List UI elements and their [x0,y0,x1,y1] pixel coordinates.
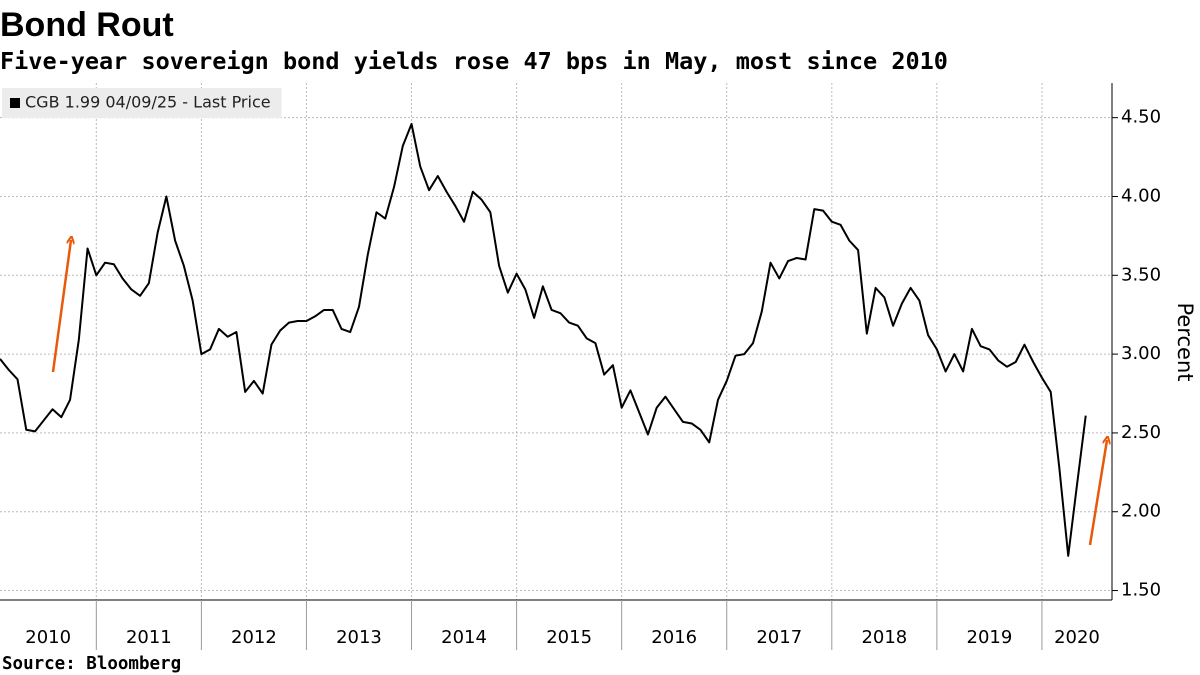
data-line [0,122,1087,557]
legend-label: CGB 1.99 04/09/25 - Last Price [25,93,271,112]
source-note: Source: Bloomberg [2,654,181,674]
chart-subtitle: Five-year sovereign bond yields rose 47 … [0,47,948,75]
y-tick-label: 4.00 [1121,185,1161,206]
x-tick-label: 2020 [1054,627,1100,648]
chart-title: Bond Rout [0,6,174,44]
annotation-arrow [1088,440,1107,546]
y-tick-label: 3.00 [1121,343,1161,364]
y-tick-label: 3.50 [1121,264,1161,285]
x-tick-label: 2018 [861,627,907,648]
x-tick-label: 2012 [231,627,277,648]
x-tick-label: 2015 [546,627,592,648]
x-tick-label: 2011 [126,627,172,648]
annotations [51,240,1107,546]
grid [0,83,1112,600]
y-tick-label: 1.50 [1121,580,1161,601]
annotation-arrow [51,240,71,373]
y-axis-label: Percent [1173,302,1197,381]
legend: CGB 1.99 04/09/25 - Last Price [2,88,282,118]
x-tick-label: 2017 [756,627,802,648]
y-tick-label: 2.00 [1121,501,1161,522]
x-tick-label: 2014 [441,627,487,648]
x-tick-label: 2016 [651,627,697,648]
plot-area [0,122,1087,557]
legend-background [2,88,282,118]
x-tick-label: 2013 [336,627,382,648]
legend-swatch [10,98,20,108]
axes: 1.50 2.00 2.50 3.00 3.50 4.00 4.50 2010 2011 2012… [0,83,1161,650]
y-tick-label: 2.50 [1121,422,1161,443]
x-tick-label: 2019 [967,627,1013,648]
y-tick-label: 4.50 [1121,107,1161,128]
x-tick-label: 2010 [25,627,71,648]
